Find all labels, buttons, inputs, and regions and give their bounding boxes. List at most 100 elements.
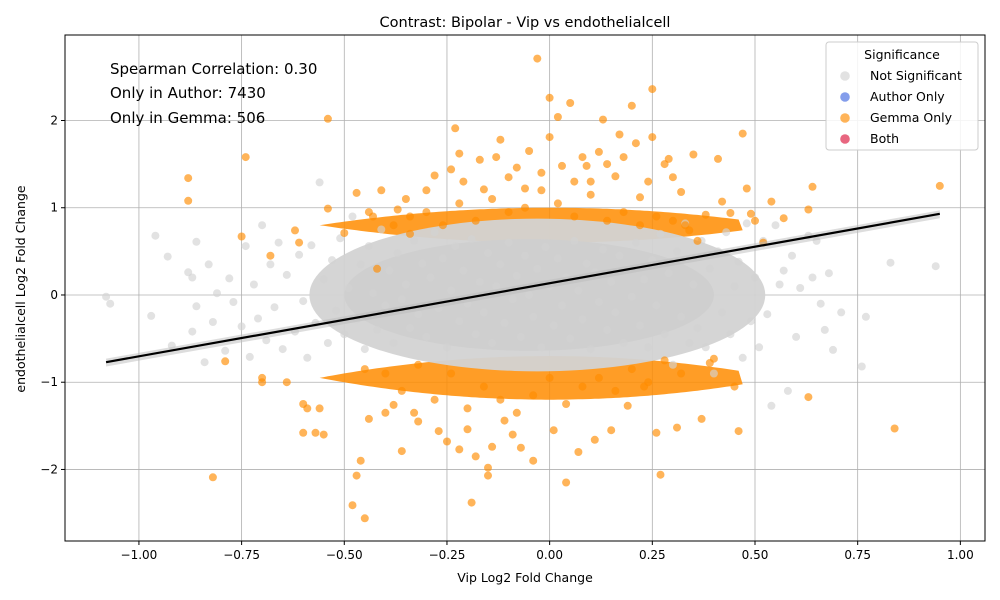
point-gemma-only: [734, 427, 743, 436]
point-gemma-only: [516, 443, 525, 452]
point-gemma-only: [484, 471, 492, 480]
point-not-significant: [406, 324, 414, 333]
point-gemma-only: [500, 416, 509, 425]
point-not-significant: [254, 314, 262, 323]
point-gemma-only: [627, 101, 636, 110]
point-gemma-only: [447, 165, 456, 174]
point-gemma-only: [258, 378, 267, 387]
data-points: [102, 54, 944, 523]
x-tick-label: −0.25: [429, 548, 466, 562]
point-not-significant: [705, 264, 714, 273]
point-gemma-only: [364, 414, 373, 423]
y-axis-ticks: −2 −1 0 1 2: [40, 113, 65, 476]
point-gemma-only: [586, 190, 595, 199]
point-gemma-only: [492, 153, 501, 162]
point-gemma-only: [360, 365, 369, 374]
point-not-significant: [315, 178, 324, 187]
point-not-significant: [512, 271, 521, 280]
legend-label-both: Both: [870, 131, 899, 146]
point-gemma-only: [623, 401, 632, 410]
point-not-significant: [730, 282, 739, 291]
point-not-significant: [221, 346, 230, 355]
point-gemma-only: [479, 185, 488, 194]
point-gemma-only: [504, 208, 513, 217]
point-not-significant: [479, 308, 488, 317]
point-not-significant: [303, 353, 312, 362]
x-axis-label: Vip Log2 Fold Change: [457, 570, 593, 585]
point-gemma-only: [804, 205, 813, 214]
point-gemma-only: [512, 163, 521, 172]
point-not-significant: [701, 343, 710, 352]
point-not-significant: [188, 273, 197, 282]
point-gemma-only: [430, 171, 439, 180]
point-gemma-only: [377, 186, 386, 195]
point-gemma-only: [508, 430, 517, 439]
point-not-significant: [796, 284, 805, 292]
point-gemma-only: [319, 430, 328, 439]
point-gemma-only: [529, 456, 538, 465]
point-not-significant: [829, 345, 837, 354]
point-not-significant: [837, 308, 846, 317]
point-gemma-only: [689, 150, 698, 159]
point-gemma-only: [533, 54, 542, 63]
point-gemma-only: [558, 161, 566, 170]
point-not-significant: [430, 228, 439, 237]
point-gemma-only: [668, 216, 677, 225]
point-gemma-only: [636, 193, 644, 202]
point-gemma-only: [438, 221, 447, 230]
annotation-gemma-only: Only in Gemma: 506: [110, 109, 265, 127]
point-not-significant: [192, 237, 201, 246]
point-gemma-only: [808, 182, 817, 191]
point-not-significant: [521, 251, 529, 260]
point-gemma-only: [401, 195, 410, 203]
point-not-significant: [319, 275, 328, 284]
point-not-significant: [627, 292, 636, 301]
point-not-significant: [484, 249, 492, 258]
point-gemma-only: [237, 232, 246, 241]
regression-line-group: [105, 210, 941, 367]
point-not-significant: [102, 292, 111, 301]
point-not-significant: [652, 301, 661, 310]
point-gemma-only: [615, 130, 624, 139]
point-not-significant: [574, 286, 583, 295]
point-not-significant: [783, 386, 792, 395]
point-not-significant: [459, 266, 468, 275]
point-not-significant: [438, 254, 447, 263]
point-gemma-only: [352, 188, 361, 197]
point-not-significant: [529, 312, 538, 321]
point-gemma-only: [681, 221, 690, 230]
point-gemma-only: [323, 114, 332, 123]
point-gemma-only: [656, 470, 665, 479]
point-not-significant: [861, 312, 870, 321]
y-tick-label: 2: [50, 113, 58, 127]
point-not-significant: [282, 270, 291, 279]
point-not-significant: [541, 243, 550, 251]
point-gemma-only: [562, 400, 571, 408]
x-tick-label: 0.25: [639, 548, 666, 562]
point-not-significant: [693, 324, 702, 333]
point-not-significant: [763, 310, 772, 319]
point-gemma-only: [434, 427, 443, 436]
point-gemma-only: [677, 369, 686, 378]
point-gemma-only: [397, 447, 406, 456]
point-gemma-only: [406, 212, 414, 221]
point-gemma-only: [652, 212, 661, 221]
point-not-significant: [631, 238, 640, 247]
point-not-significant: [726, 330, 735, 339]
point-gemma-only: [779, 214, 788, 223]
point-not-significant: [636, 321, 644, 330]
point-not-significant: [578, 315, 587, 324]
point-not-significant: [516, 332, 525, 341]
point-gemma-only: [459, 177, 468, 186]
point-gemma-only: [619, 208, 628, 217]
point-gemma-only: [184, 174, 193, 183]
point-not-significant: [824, 269, 833, 278]
point-gemma-only: [582, 161, 591, 170]
point-gemma-only: [549, 426, 558, 435]
point-gemma-only: [208, 473, 217, 482]
point-not-significant: [689, 280, 698, 289]
point-gemma-only: [311, 428, 320, 437]
point-gemma-only: [890, 424, 899, 433]
point-gemma-only: [352, 471, 361, 480]
point-not-significant: [816, 299, 825, 308]
